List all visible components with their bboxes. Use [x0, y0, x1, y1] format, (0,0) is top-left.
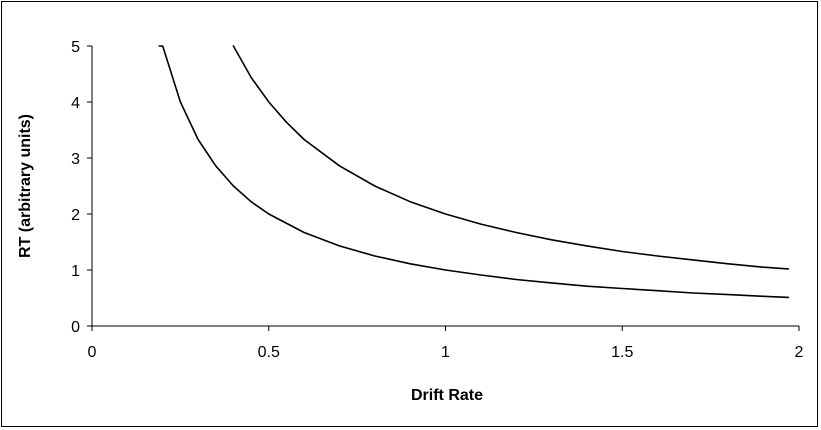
series-line-1 — [158, 45, 790, 299]
x-axis-title: Drift Rate — [411, 387, 483, 404]
x-tick-label: 0.5 — [258, 344, 280, 361]
y-tick-label: 0 — [71, 319, 80, 336]
series-line-2 — [232, 45, 790, 270]
y-tick-label: 2 — [71, 207, 80, 224]
axes — [87, 45, 800, 331]
x-tick-label: 1 — [441, 344, 450, 361]
tick-labels: 0 1 2 3 4 5 0 0.5 1 1.5 2 — [71, 39, 803, 361]
y-tick-label: 1 — [71, 263, 80, 280]
x-tick-label: 2 — [795, 344, 804, 361]
x-tick-label: 0 — [88, 344, 97, 361]
y-tick-label: 5 — [71, 39, 80, 56]
y-tick-label: 4 — [71, 95, 80, 112]
x-tick-label: 1.5 — [611, 344, 633, 361]
y-tick-label: 3 — [71, 151, 80, 168]
y-axis-title: RT (arbitrary units) — [17, 114, 34, 258]
series-lines — [158, 45, 790, 299]
